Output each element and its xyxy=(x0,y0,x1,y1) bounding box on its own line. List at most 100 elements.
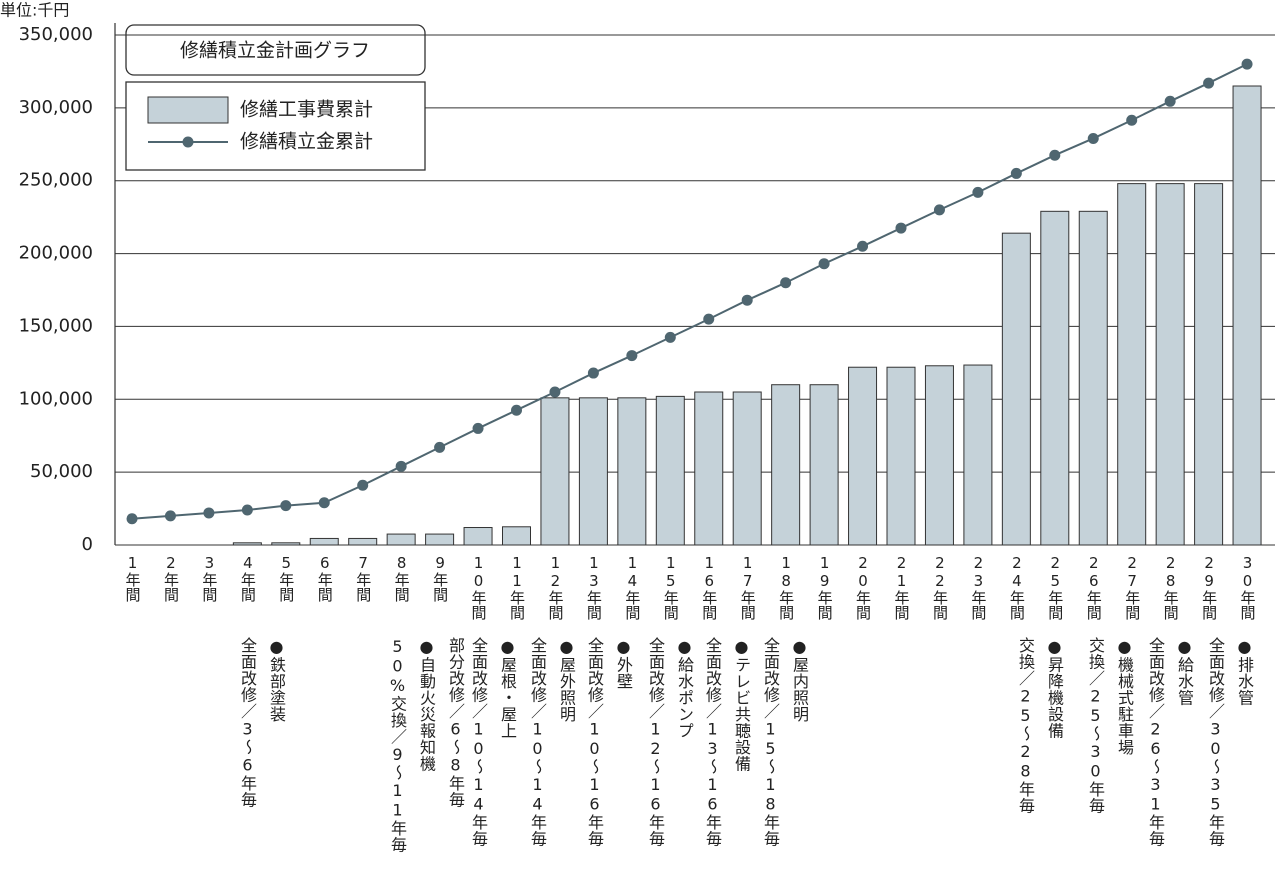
line-marker xyxy=(395,460,407,472)
x-tick-label: 19年間 xyxy=(815,554,834,620)
y-tick-label: 100,000 xyxy=(19,388,93,409)
unit-label: 単位:千円 xyxy=(0,1,69,20)
line-marker xyxy=(318,497,330,509)
note-text: ●屋根・屋上 xyxy=(498,637,517,739)
line-marker xyxy=(1203,77,1215,89)
x-tick-label: 14年間 xyxy=(623,554,642,620)
x-tick-label: 8年間 xyxy=(392,554,411,602)
note-text: ●自動火災報知機 xyxy=(417,637,436,772)
bar xyxy=(924,365,954,546)
note-text: 全面改修／10〜16年毎 xyxy=(585,637,604,847)
bar xyxy=(1117,183,1147,546)
line-marker xyxy=(511,404,522,416)
bar xyxy=(309,537,339,546)
legend-label: 修繕工事費累計 xyxy=(240,99,373,121)
note-text: 全面改修／12〜16年毎 xyxy=(646,637,665,847)
x-tick-label: 2年間 xyxy=(161,554,180,602)
bar xyxy=(963,364,993,546)
line-marker xyxy=(1164,95,1176,107)
line-marker xyxy=(1126,114,1138,126)
line-marker xyxy=(895,222,907,234)
note-text: ●昇降機設備 xyxy=(1045,637,1064,739)
bar xyxy=(617,397,647,546)
note-text: 部分改修／6〜8年毎 xyxy=(446,637,465,808)
y-tick-label: 300,000 xyxy=(19,97,93,118)
chart-title: 修繕積立金計画グラフ xyxy=(180,40,370,62)
line-marker xyxy=(1049,149,1061,161)
bar xyxy=(540,397,570,546)
legend-label: 修繕積立金累計 xyxy=(240,131,373,153)
line-marker xyxy=(203,507,215,519)
x-tick-label: 27年間 xyxy=(1123,554,1142,620)
x-tick-label: 4年間 xyxy=(238,554,257,602)
line-marker xyxy=(434,441,446,453)
line-marker xyxy=(664,331,676,343)
line-marker xyxy=(280,500,292,512)
line-marker xyxy=(472,422,484,434)
bar xyxy=(694,391,724,546)
note-text: 全面改修／3〜6年毎 xyxy=(238,637,257,808)
x-tick-label: 25年間 xyxy=(1046,554,1065,620)
bar xyxy=(732,391,762,546)
bar xyxy=(578,397,608,546)
x-tick-label: 5年間 xyxy=(277,554,296,602)
title-box xyxy=(125,24,426,76)
bar xyxy=(348,537,378,546)
x-tick-label: 13年間 xyxy=(584,554,603,620)
line-marker xyxy=(933,204,945,216)
x-tick-label: 7年間 xyxy=(354,554,373,602)
y-tick-label: 350,000 xyxy=(19,24,93,45)
bar xyxy=(271,542,301,546)
bar xyxy=(1194,183,1224,546)
bar xyxy=(809,384,839,546)
bar xyxy=(1232,85,1262,546)
x-tick-label: 11年間 xyxy=(508,554,526,620)
x-tick-label: 9年間 xyxy=(431,554,450,602)
legend-box xyxy=(125,81,426,171)
line-marker xyxy=(626,350,638,362)
note-text: ●給水管 xyxy=(1175,637,1194,706)
x-tick-label: 6年間 xyxy=(315,554,334,602)
note-text: 全面改修／10〜14年毎 xyxy=(469,637,488,847)
bar xyxy=(1040,210,1070,546)
x-tick-label: 22年間 xyxy=(930,554,949,620)
note-text: ●屋外照明 xyxy=(557,637,576,723)
x-tick-label: 23年間 xyxy=(969,554,988,620)
bar xyxy=(848,366,878,546)
bar xyxy=(1001,232,1031,546)
line-marker xyxy=(241,504,253,516)
line-marker xyxy=(1241,58,1253,70)
y-tick-label: 150,000 xyxy=(19,315,93,336)
note-text: ●テレビ共聴設備 xyxy=(732,637,751,772)
bar xyxy=(463,527,493,546)
legend-swatch xyxy=(147,96,229,124)
x-tick-label: 26年間 xyxy=(1084,554,1103,620)
x-tick-label: 29年間 xyxy=(1200,554,1219,620)
note-text: 50%交換／9〜11年毎 xyxy=(388,637,407,853)
note-text: ●給水ポンプ xyxy=(675,637,694,739)
y-tick-label: 0 xyxy=(82,534,93,555)
line-marker xyxy=(549,386,561,398)
line-marker xyxy=(587,367,599,379)
note-text: 全面改修／30〜35年毎 xyxy=(1206,637,1225,847)
bar xyxy=(655,395,685,546)
bar xyxy=(1155,183,1185,546)
line-marker xyxy=(972,186,984,198)
line-marker xyxy=(780,277,792,289)
legend-marker xyxy=(182,136,194,148)
y-tick-label: 250,000 xyxy=(19,170,93,191)
x-tick-label: 20年間 xyxy=(854,554,873,620)
note-text: ●屋内照明 xyxy=(790,637,809,723)
x-tick-label: 10年間 xyxy=(469,554,488,620)
y-tick-label: 50,000 xyxy=(30,461,93,482)
note-text: 交換／25〜28年毎 xyxy=(1016,637,1035,814)
bar xyxy=(386,533,416,546)
x-tick-label: 16年間 xyxy=(700,554,719,620)
y-tick-label: 200,000 xyxy=(19,243,93,264)
line-marker xyxy=(126,513,138,525)
line-marker xyxy=(1010,167,1022,179)
bar xyxy=(771,384,801,546)
note-text: ●外壁 xyxy=(614,637,633,690)
